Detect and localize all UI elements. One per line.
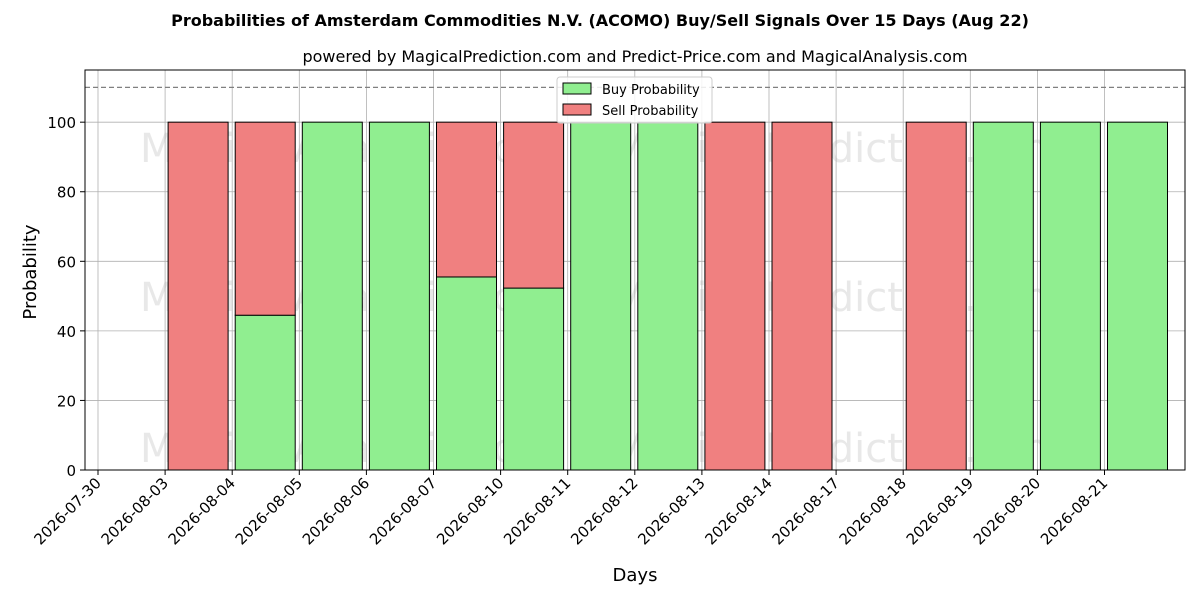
buy-bar (1039, 121, 1101, 471)
legend: Buy Probability Sell Probability (556, 76, 713, 124)
x-tick-label: 2026-08-18 (836, 474, 910, 548)
buy-bar (503, 287, 565, 471)
x-tick-label: 2026-08-04 (165, 474, 239, 548)
x-tick-label: 2026-08-14 (701, 474, 775, 548)
buy-bar (368, 121, 430, 471)
buy-bar (1107, 121, 1168, 471)
x-tick-label: 2026-08-13 (634, 474, 708, 548)
sell-bar (167, 121, 229, 471)
x-tick-label: 2026-08-05 (232, 474, 306, 548)
x-tick-label: 2026-08-11 (500, 474, 574, 548)
y-tick-label: 60 (57, 253, 76, 271)
x-tick-label: 2026-08-17 (769, 474, 843, 548)
chart-subtitle: powered by MagicalPrediction.com and Pre… (302, 47, 967, 66)
x-tick-label: 2026-08-03 (98, 474, 172, 548)
sell-bar (234, 121, 296, 316)
legend-swatch (562, 103, 592, 116)
legend-box (556, 76, 713, 124)
y-tick-label: 0 (66, 462, 76, 480)
legend-label: Sell Probability (602, 104, 699, 119)
buy-bar (637, 121, 699, 471)
x-tick-label: 2026-08-10 (433, 474, 507, 548)
buy-bar (436, 276, 497, 471)
sell-bar (771, 121, 833, 471)
chart-title: Probabilities of Amsterdam Commodities N… (171, 11, 1029, 30)
sell-bar (503, 121, 565, 289)
x-tick-label: 2026-07-30 (30, 474, 104, 548)
x-tick-label: 2026-08-19 (903, 474, 977, 548)
x-axis-label: Days (613, 565, 658, 586)
legend-swatch (562, 82, 592, 95)
buy-bar (570, 121, 632, 471)
x-tick-label: 2026-08-20 (970, 474, 1044, 548)
y-tick-label: 80 (57, 184, 76, 202)
y-tick-label: 100 (47, 114, 76, 132)
x-tick-label: 2026-08-21 (1037, 474, 1111, 548)
y-tick-label: 20 (57, 392, 76, 410)
x-tick-label: 2026-08-07 (366, 474, 440, 548)
bars-layer (167, 121, 1168, 471)
sell-bar (905, 121, 967, 471)
buy-bar (234, 314, 296, 471)
y-tick-label: 40 (57, 323, 76, 341)
sell-bar (704, 121, 766, 471)
buy-bar (301, 121, 363, 471)
x-tick-label: 2026-08-12 (567, 474, 641, 548)
y-axis-label: Probability (20, 224, 41, 319)
sell-bar (436, 121, 497, 278)
legend-label: Buy Probability (602, 83, 700, 98)
x-tick-label: 2026-08-06 (299, 474, 373, 548)
buy-bar (972, 121, 1034, 471)
